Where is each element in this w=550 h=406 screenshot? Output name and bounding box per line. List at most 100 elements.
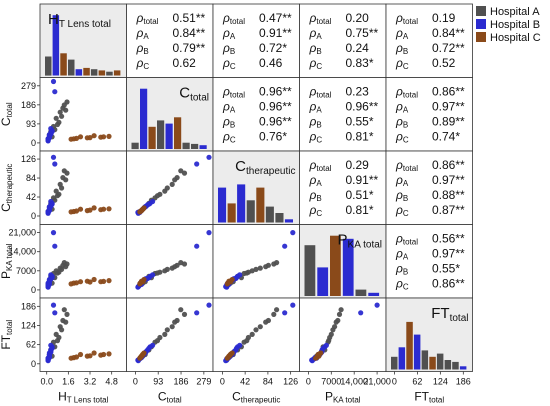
point-hospital-c-4-1-8 [137,355,143,361]
point-hospital-b-4-1-15 [194,310,200,316]
corr-1-3-A: ρA [309,100,323,115]
point-hospital-a-2-1-10 [164,185,170,191]
corr-value-0-1-total: 0.51** [173,11,206,25]
corr-value-1-3-A: 0.96** [346,100,379,114]
hist-bar-1-8 [199,145,207,149]
corr-0-1-C: ρC [136,56,150,71]
point-hospital-a-3-2-10 [253,266,259,272]
point-hospital-c-2-0-9 [101,206,107,212]
x-axis-label-3: PKA total [325,390,361,405]
corr-value-0-4-total: 0.19 [432,11,456,25]
corr-value-1-3-total: 0.23 [346,85,370,99]
x-tick-2-3: 126 [283,377,298,387]
point-hospital-a-2-1-11 [178,168,184,174]
corr-value-2-3-B: 0.51* [346,188,374,202]
hist-bar-2-0 [218,187,227,223]
panel-grid: HT Lens total Ctotal Ctherapeutic PKA total… [0,3,473,405]
point-hospital-a-4-1-4 [169,324,175,330]
hist-bar-0-9 [113,70,121,76]
corr-value-2-4-A: 0.97** [432,173,465,187]
corr-value-1-4-A: 0.97** [432,100,465,114]
corr-3-4-total: ρtotal [395,232,418,247]
point-hospital-b-2-0-15 [52,161,58,167]
panel-4-0 [39,297,127,372]
corr-value-0-4-B: 0.72** [432,41,465,55]
corr-value-1-2-total: 0.96** [259,85,292,99]
corr-value-3-4-A: 0.97** [432,247,465,261]
corr-2-4-C: ρC [395,203,409,218]
point-hospital-b-1-0-15 [52,89,58,95]
point-hospital-a-1-0-10 [59,113,65,119]
corr-value-3-4-C: 0.86** [432,277,465,291]
y-axis-label-3: PKA total [0,243,14,279]
x-tick-2-2: 84 [263,377,273,387]
hist-bar-3-0 [304,245,316,296]
hist-bar-0-3 [68,59,75,76]
panel-2-0 [39,150,127,225]
x-tick-1-2: 186 [174,377,189,387]
point-hospital-b-3-2-9 [290,230,296,236]
corr-2-4-total: ρtotal [395,158,418,173]
point-hospital-b-4-0-9 [50,302,57,308]
hist-bar-3-1 [317,267,329,296]
point-hospital-b-4-2-15 [282,310,288,316]
corr-0-2-C: ρC [222,56,236,71]
corr-value-3-4-total: 0.56** [432,232,465,246]
point-hospital-a-3-1-13 [154,270,161,276]
corr-value-1-2-A: 0.96** [259,100,292,114]
point-hospital-a-3-0-13 [54,270,61,276]
corr-2-3-A: ρA [309,173,323,188]
corr-0-4-C: ρC [395,56,409,71]
diag-label-3: PKA total [338,232,382,251]
corr-0-2-B: ρB [222,41,235,56]
point-hospital-a-3-0-14 [63,264,69,270]
point-hospital-a-3-1-14 [172,264,178,270]
x-axis-label-4: FTtotal [414,390,444,405]
point-hospital-c-1-0-8 [68,136,74,142]
diag-label-0: HT Lens total [48,11,111,30]
corr-value-2-4-total: 0.86** [432,158,465,172]
point-hospital-b-4-2-9 [290,302,296,308]
point-hospital-a-1-0-14 [63,107,69,113]
hist-bar-3-2 [330,235,341,296]
point-hospital-a-4-1-14 [172,319,178,325]
point-hospital-b-1-0-9 [50,78,57,85]
corr-0-4-B: ρB [395,41,408,56]
point-hospital-a-3-1-10 [164,266,170,272]
point-hospital-a-3-2-14 [263,264,269,270]
y-tick-2-3: 126 [21,154,36,164]
point-hospital-b-2-1-8 [150,198,156,205]
point-hospital-c-3-0-6 [73,280,80,286]
point-hospital-c-3-0-5 [106,278,112,284]
y-tick-4-2: 124 [21,320,36,330]
hist-bar-2-6 [275,213,284,223]
panel-0-1 [126,3,214,78]
x-tick-4-3: 186 [456,377,471,387]
point-hospital-a-3-0-11 [61,260,67,266]
hist-bar-0-4 [75,69,83,76]
x-tick-1-3: 279 [196,377,211,387]
corr-value-0-1-A: 0.84** [173,26,206,40]
corr-0-3-C: ρC [309,56,323,71]
point-hospital-c-2-0-3 [91,205,97,211]
point-hospital-c-3-0-3 [91,276,97,283]
corr-1-3-B: ρB [309,115,322,130]
corr-1-4-A: ρA [395,100,409,115]
corr-0-4-A: ρA [395,26,409,41]
point-hospital-a-4-1-6 [181,311,188,317]
x-tick-3-0: 0 [306,377,311,387]
point-hospital-b-3-1-8 [150,272,156,278]
point-hospital-a-4-2-11 [274,307,280,313]
x-axis-label-0: HT Lens total [58,390,109,405]
hist-bar-1-6 [182,142,190,150]
hist-bar-4-5 [429,356,436,370]
point-hospital-c-4-3-9 [315,351,322,358]
legend-label-0: Hospital A [490,6,540,18]
x-tick-0-2: 3.2 [84,377,97,387]
point-hospital-a-4-0-6 [64,311,70,317]
hist-bar-1-2 [148,126,156,149]
y-axis-label-4: FTtotal [0,320,14,350]
hist-bar-2-2 [237,184,246,223]
corr-0-1-A: ρA [136,26,150,41]
